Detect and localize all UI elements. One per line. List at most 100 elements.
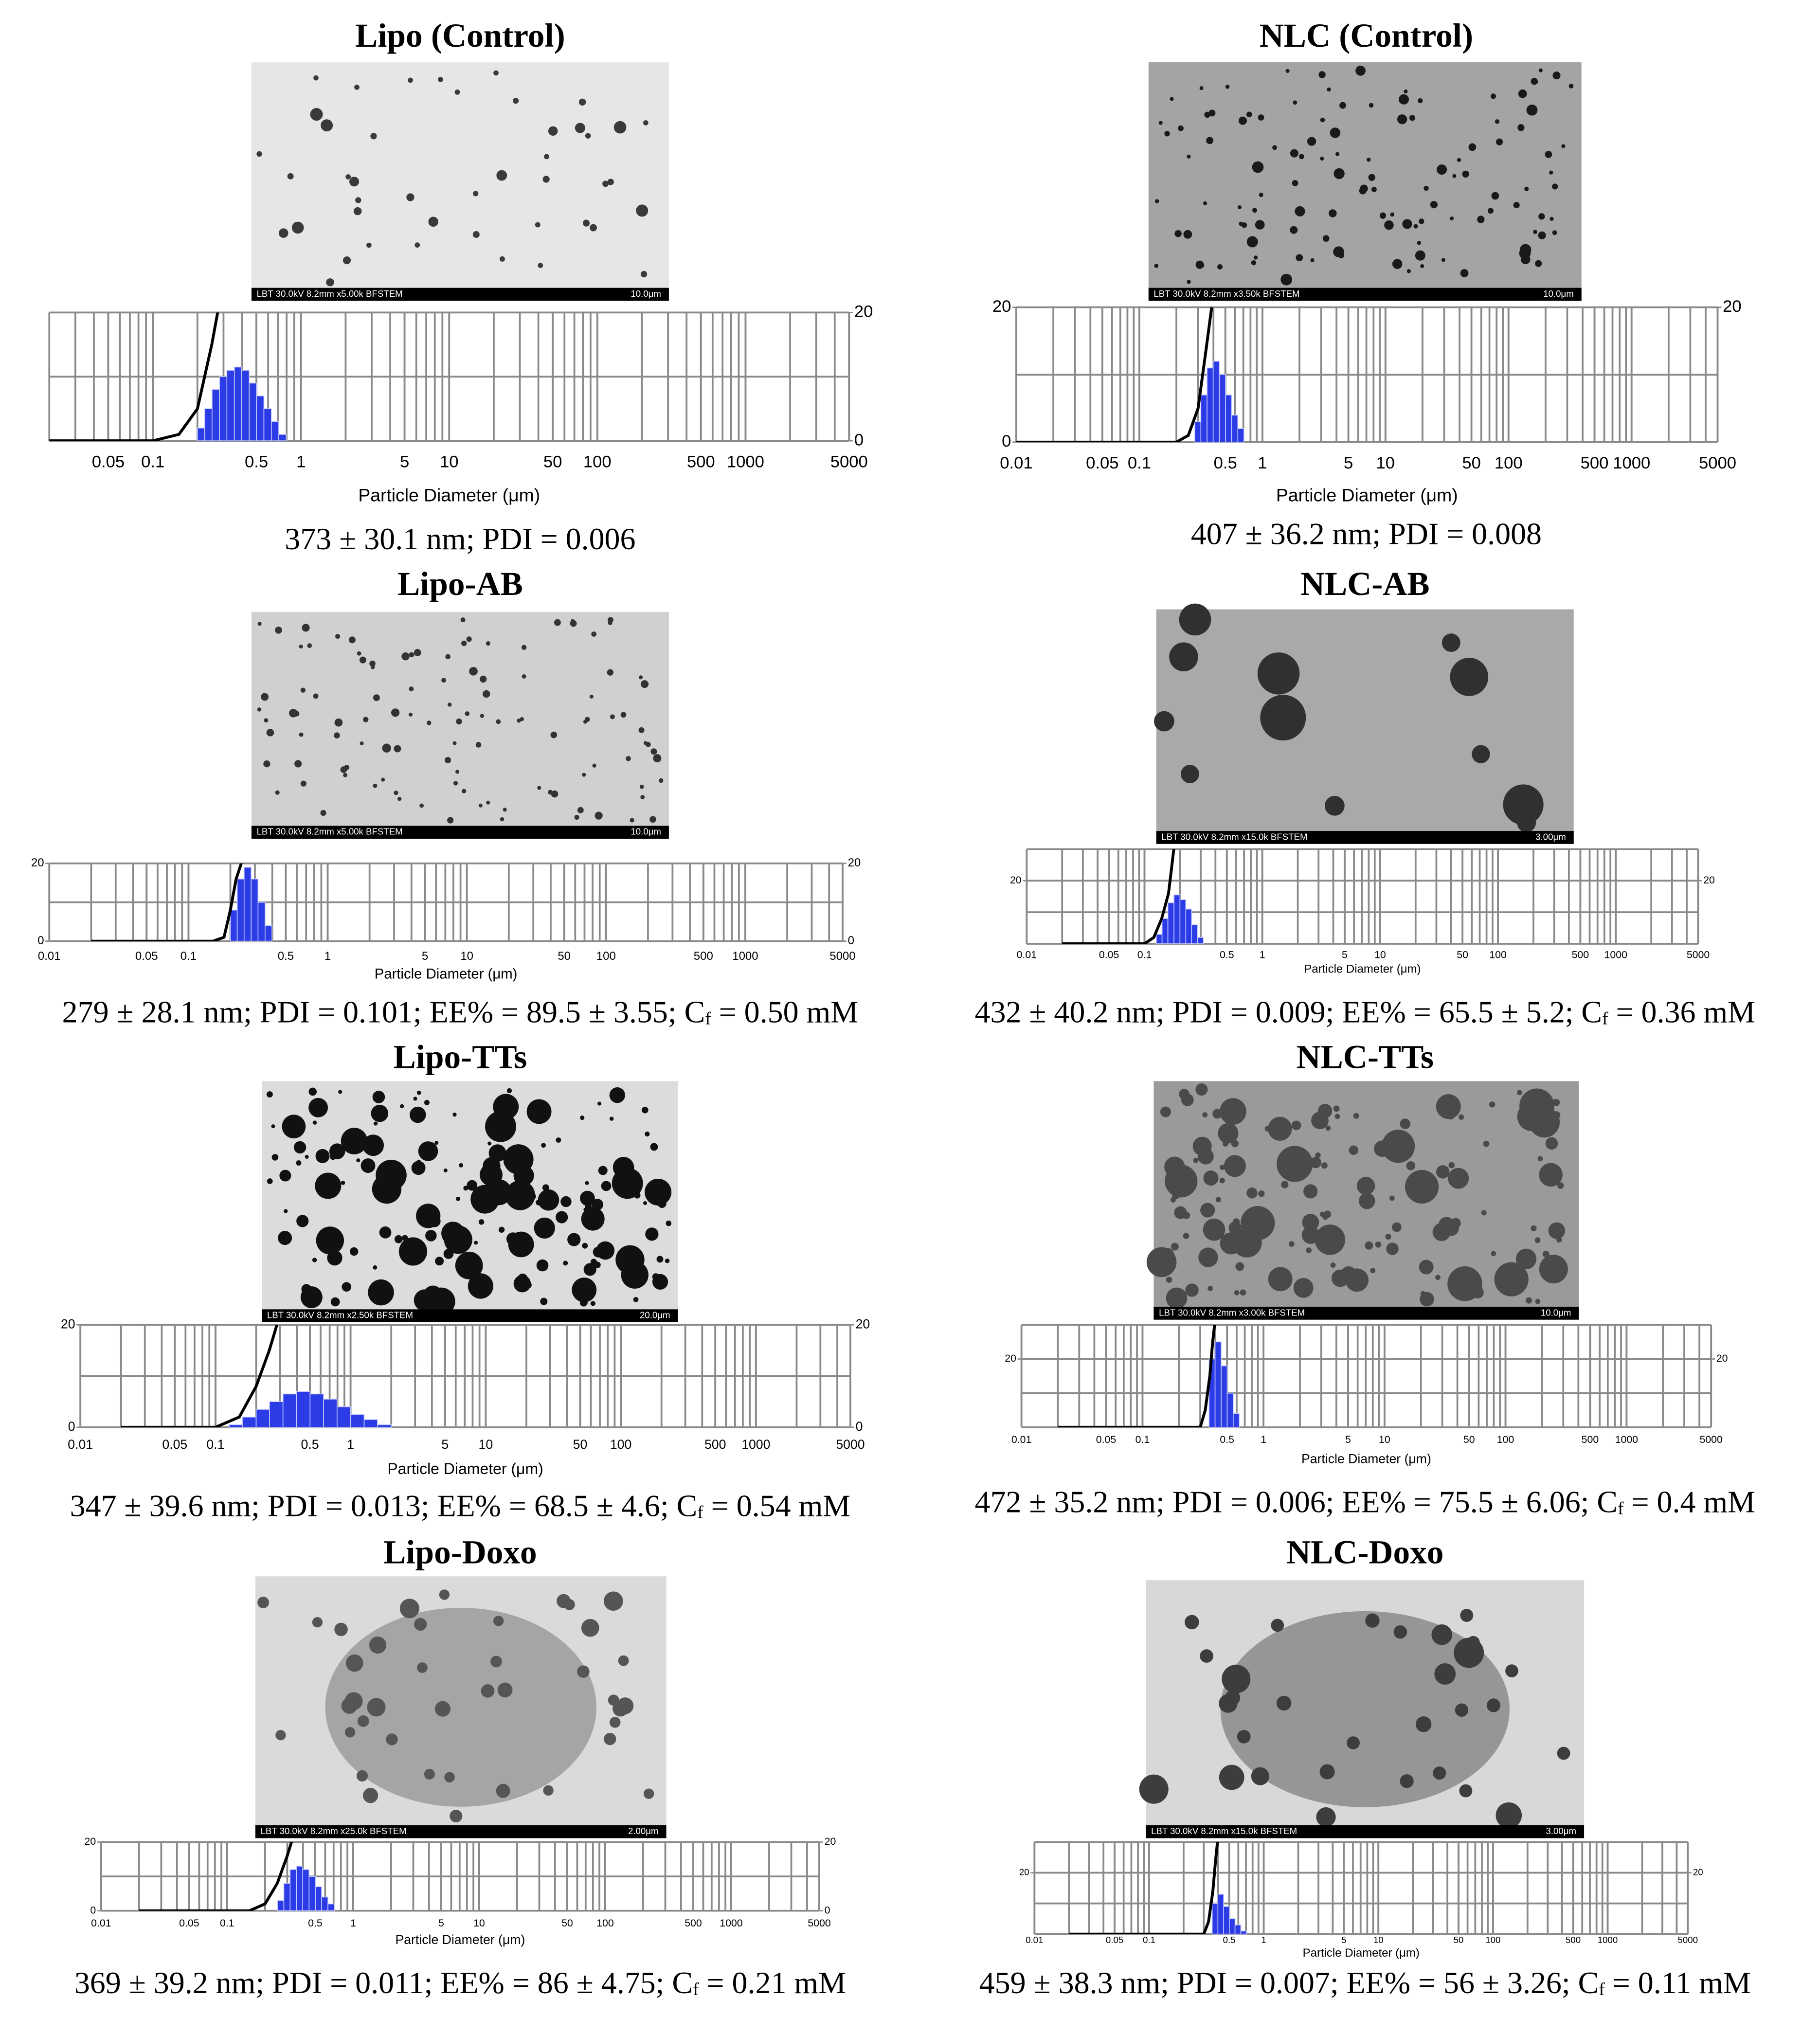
particle xyxy=(486,641,490,646)
particle xyxy=(294,760,302,768)
micrograph-info-bar xyxy=(251,288,669,301)
particle xyxy=(1309,1221,1317,1228)
particle xyxy=(548,1203,553,1207)
x-tick-label: 5000 xyxy=(1677,1935,1697,1945)
particle xyxy=(1257,652,1300,695)
micrograph: LBT 30.0kV 8.2mm x2.50k BFSTEM 20.0μm xyxy=(262,1081,678,1322)
histogram-bar xyxy=(1225,394,1232,443)
particle xyxy=(1419,1260,1434,1275)
particle xyxy=(1290,226,1298,234)
particle xyxy=(1520,92,1525,97)
particle xyxy=(1331,1269,1349,1287)
particle xyxy=(1477,216,1485,223)
micrograph: LBT 30.0kV 8.2mm x3.50k BFSTEM 10.0μm xyxy=(1148,62,1582,301)
x-axis-label: Particle Diameter (μm) xyxy=(375,966,518,982)
particle xyxy=(636,204,649,217)
caption: 279 ± 28.1 nm; PDI = 0.101; EE% = 89.5 ±… xyxy=(62,994,859,1029)
particle xyxy=(447,702,452,707)
y-tick-label: 20 xyxy=(1005,1352,1016,1364)
particle xyxy=(1246,236,1258,248)
x-tick-label: 0.1 xyxy=(1137,949,1152,961)
particle xyxy=(480,714,485,718)
particle xyxy=(469,666,478,676)
particle xyxy=(414,242,420,248)
particle xyxy=(310,108,323,121)
particle xyxy=(1402,219,1412,229)
x-tick-label: 1000 xyxy=(720,1917,743,1929)
histogram-bar xyxy=(1185,908,1192,944)
particle xyxy=(1491,192,1499,200)
particle xyxy=(315,1172,342,1199)
histogram-bar xyxy=(1240,1930,1247,1935)
x-tick-label: 5 xyxy=(438,1917,444,1929)
particle xyxy=(1349,1145,1358,1155)
particle xyxy=(279,1170,291,1182)
particle xyxy=(1291,1120,1301,1131)
histogram-bar xyxy=(256,395,265,441)
particle xyxy=(369,1636,387,1654)
particle xyxy=(1237,1729,1251,1744)
histogram-bar xyxy=(278,434,287,441)
micrograph-scale-bar: 10.0μm xyxy=(631,288,661,299)
x-tick-label: 0.05 xyxy=(1096,1434,1116,1445)
particle xyxy=(468,1273,493,1299)
particle xyxy=(556,1211,568,1224)
particle xyxy=(1496,138,1503,145)
particle xyxy=(630,818,634,823)
particle xyxy=(312,1258,317,1262)
particle xyxy=(1459,1784,1473,1798)
particle xyxy=(1290,149,1298,158)
particle xyxy=(308,1098,328,1117)
particle xyxy=(1458,1114,1464,1120)
particle xyxy=(1517,1101,1547,1132)
particle xyxy=(1436,1094,1461,1119)
particle xyxy=(1240,1289,1246,1296)
x-tick-label: 10 xyxy=(1376,454,1395,472)
caption-part: 459 ± 38.3 nm; PDI = 0.007; EE% = 56 ± 3… xyxy=(979,1965,1599,2000)
caption-part: = 0.54 mM xyxy=(703,1488,850,1523)
particle xyxy=(368,1279,394,1306)
particle xyxy=(326,278,334,287)
particle xyxy=(342,256,351,265)
particle xyxy=(1333,168,1345,180)
particle xyxy=(618,1655,629,1666)
particle xyxy=(1252,208,1257,213)
particle xyxy=(483,690,490,698)
y-tick-label: 20 xyxy=(84,1836,96,1847)
caption-part: 472 ± 35.2 nm; PDI = 0.006; EE% = 75.5 ±… xyxy=(974,1484,1618,1519)
histogram-bar xyxy=(315,1886,322,1911)
particle xyxy=(597,1101,602,1106)
particle xyxy=(1452,174,1457,178)
particle xyxy=(1393,1625,1407,1639)
particle xyxy=(1224,1155,1246,1177)
particle xyxy=(344,1692,363,1710)
particle xyxy=(613,121,627,134)
particle xyxy=(278,228,288,238)
particle xyxy=(1435,1275,1441,1280)
x-tick-label: 5 xyxy=(422,950,428,963)
particle xyxy=(1436,1165,1450,1179)
particle xyxy=(1303,1184,1318,1199)
particle xyxy=(592,763,596,768)
x-tick-label: 0.1 xyxy=(1128,454,1151,472)
panel-title: Lipo (Control) xyxy=(355,17,565,54)
particle xyxy=(320,810,326,816)
particle xyxy=(366,242,372,248)
particle xyxy=(1183,1233,1189,1239)
panel-title: Lipo-Doxo xyxy=(383,1533,537,1571)
x-tick-label: 10 xyxy=(1374,949,1386,961)
x-tick-label: 0.5 xyxy=(1220,949,1234,961)
particle xyxy=(1359,187,1367,195)
particle xyxy=(1327,87,1331,92)
particle xyxy=(1434,1663,1456,1685)
particle xyxy=(1549,170,1553,175)
particle xyxy=(1164,130,1170,137)
particle xyxy=(1171,1242,1179,1251)
particle xyxy=(1280,273,1293,286)
particle xyxy=(360,1158,376,1173)
histogram-bar xyxy=(1211,1903,1219,1935)
micrograph-background xyxy=(251,62,669,301)
x-tick-label: 0.01 xyxy=(1017,949,1037,961)
cumulative-line xyxy=(121,1325,279,1427)
